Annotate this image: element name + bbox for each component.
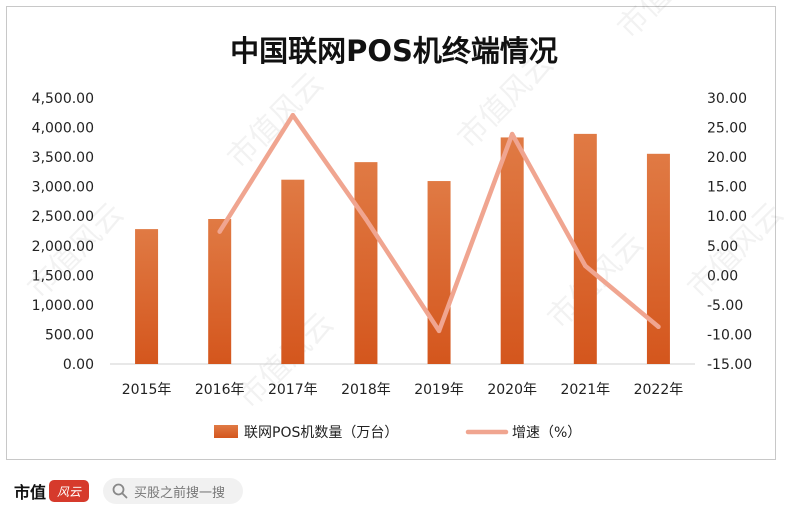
y-right-tick-label: 5.00 bbox=[707, 239, 738, 255]
y-right-tick-label: 20.00 bbox=[707, 150, 747, 166]
y-left-tick-label: 0.00 bbox=[63, 357, 94, 373]
x-tick-label: 2015年 bbox=[122, 382, 172, 398]
y-left-tick-label: 2,000.00 bbox=[32, 239, 94, 255]
x-tick-label: 2016年 bbox=[195, 382, 245, 398]
y-left-tick-label: 3,500.00 bbox=[32, 150, 94, 166]
bar bbox=[208, 219, 232, 364]
y-left-tick-label: 4,000.00 bbox=[32, 121, 94, 137]
chart-title: 中国联网POS机终端情况 bbox=[230, 34, 558, 68]
x-tick-label: 2018年 bbox=[341, 382, 391, 398]
bar bbox=[573, 133, 597, 364]
watermark-text: 市值风云 bbox=[221, 66, 331, 176]
x-tick-label: 2020年 bbox=[487, 382, 537, 398]
x-tick-label: 2019年 bbox=[414, 382, 464, 398]
search-box[interactable]: 买股之前搜一搜 bbox=[103, 478, 243, 504]
y-right-tick-label: 30.00 bbox=[707, 91, 747, 107]
legend-bar-label: 联网POS机数量（万台） bbox=[244, 425, 398, 441]
y-right-tick-label: 10.00 bbox=[707, 209, 747, 225]
y-left-tick-label: 3,000.00 bbox=[32, 180, 94, 196]
growth-point bbox=[583, 263, 588, 269]
y-right-tick-label: -15.00 bbox=[707, 357, 752, 373]
y-left-tick-label: 1,000.00 bbox=[32, 298, 94, 314]
y-right-tick-label: -10.00 bbox=[707, 327, 752, 343]
y-right-tick-label: 15.00 bbox=[707, 180, 747, 196]
search-icon bbox=[112, 483, 128, 499]
growth-point bbox=[656, 324, 661, 329]
growth-point bbox=[290, 112, 296, 118]
bar bbox=[427, 181, 451, 364]
brand-text: 市值 bbox=[14, 483, 47, 502]
growth-point bbox=[363, 216, 369, 222]
brand-mark: 风云 bbox=[49, 480, 90, 502]
bar bbox=[500, 137, 524, 364]
y-left-tick-label: 2,500.00 bbox=[32, 209, 94, 225]
bar bbox=[281, 179, 305, 364]
y-right-tick-label: 0.00 bbox=[707, 268, 738, 284]
search-placeholder: 买股之前搜一搜 bbox=[134, 485, 226, 501]
y-left-tick-label: 4,500.00 bbox=[32, 91, 94, 107]
y-left-tick-label: 1,500.00 bbox=[32, 268, 94, 284]
brand-logo[interactable]: 市值 风云 bbox=[14, 478, 90, 504]
bar bbox=[135, 229, 159, 364]
y-right-tick-label: -5.00 bbox=[707, 298, 743, 314]
x-tick-label: 2017年 bbox=[268, 382, 318, 398]
bar bbox=[354, 162, 378, 364]
growth-point bbox=[509, 131, 515, 137]
growth-point bbox=[436, 328, 442, 334]
y-right-tick-label: 25.00 bbox=[707, 121, 747, 137]
x-tick-label: 2021年 bbox=[560, 382, 610, 398]
bar bbox=[646, 153, 670, 364]
legend-bar-swatch bbox=[214, 425, 238, 438]
footer-bar: 市值 风云 买股之前搜一搜 bbox=[0, 468, 788, 515]
legend-line-label: 增速（%） bbox=[512, 425, 581, 441]
y-left-tick-label: 500.00 bbox=[45, 327, 94, 343]
chart-plot: 市值风云市值风云市值风云市值风云市值风云市值风云市值风云0.00500.001,… bbox=[21, 0, 788, 441]
growth-point bbox=[217, 229, 222, 234]
x-tick-label: 2022年 bbox=[634, 382, 684, 398]
